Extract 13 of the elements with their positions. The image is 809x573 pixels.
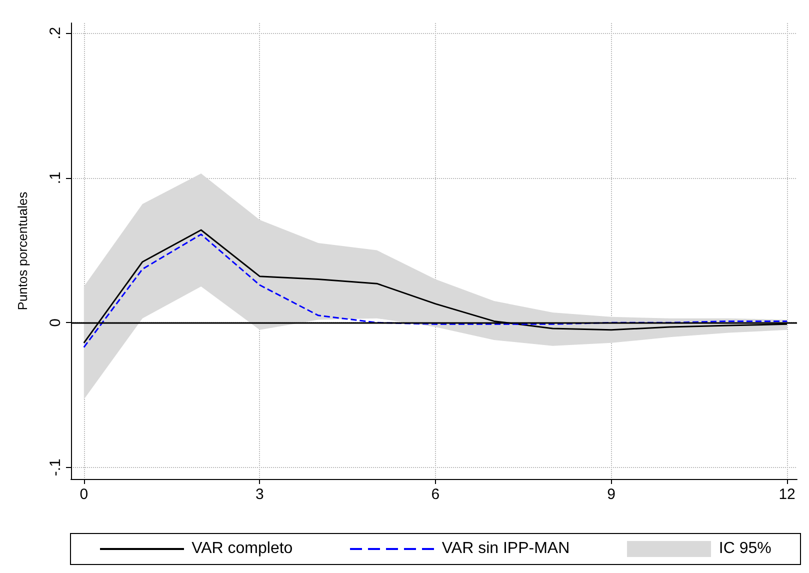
legend-label: VAR sin IPP-MAN: [442, 540, 570, 558]
text: VAR completo: [192, 540, 293, 558]
x-tick-label: 6: [431, 486, 440, 503]
y-tick-label: -.1: [47, 458, 64, 476]
y-tick-label: .1: [47, 172, 64, 184]
x-tick-label: 9: [607, 486, 616, 503]
x-tick-label: 12: [778, 486, 796, 503]
y-tick-label: 0: [47, 318, 64, 327]
y-tick-label: .2: [47, 26, 64, 40]
text: IC 95%: [718, 540, 772, 558]
y-axis-title: Puntos porcentuales: [15, 191, 30, 310]
x-tick-label: 0: [80, 486, 88, 503]
x-tick-label: 3: [256, 486, 264, 503]
